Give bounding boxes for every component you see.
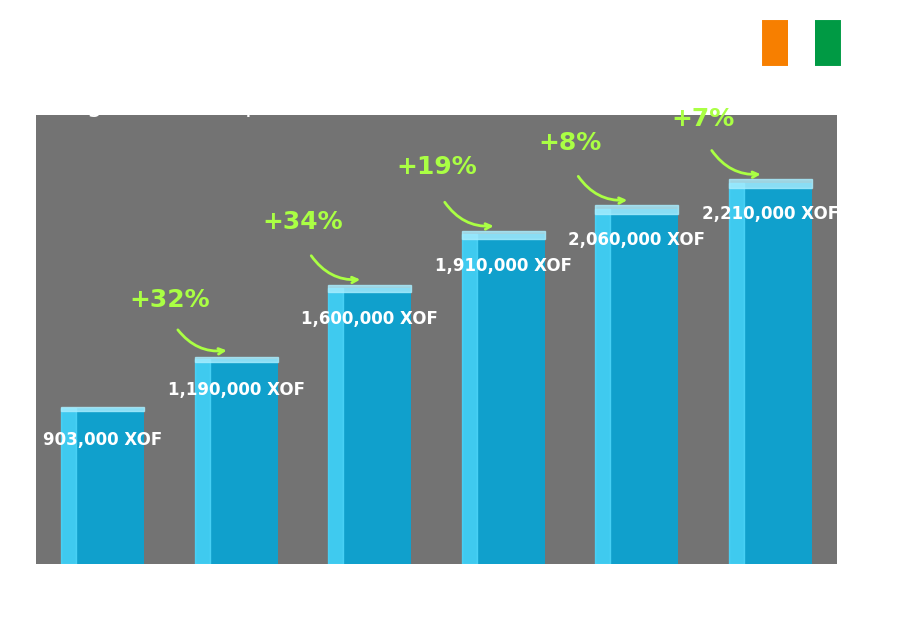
Text: +34%: +34% <box>263 210 343 235</box>
Text: Salary Comparison By Experience: Salary Comparison By Experience <box>45 45 779 83</box>
Bar <box>729 183 743 564</box>
Bar <box>462 235 477 564</box>
Bar <box>195 359 277 564</box>
Bar <box>328 288 343 564</box>
Text: +7%: +7% <box>672 107 735 131</box>
Bar <box>729 183 812 564</box>
Bar <box>328 288 411 564</box>
Text: Surgeon - Orthopedic: Surgeon - Orthopedic <box>45 93 313 117</box>
Bar <box>61 408 144 564</box>
Bar <box>729 179 812 188</box>
Text: Average Monthly Salary: Average Monthly Salary <box>866 229 880 412</box>
Bar <box>195 359 210 564</box>
Bar <box>61 408 76 564</box>
Bar <box>328 285 411 292</box>
Text: +19%: +19% <box>396 155 477 179</box>
Bar <box>462 231 544 239</box>
Text: +8%: +8% <box>538 131 601 155</box>
Text: 1,600,000 XOF: 1,600,000 XOF <box>302 310 438 328</box>
Bar <box>596 208 610 564</box>
Bar <box>195 356 277 362</box>
Bar <box>462 235 544 564</box>
Text: 2,060,000 XOF: 2,060,000 XOF <box>568 231 706 249</box>
Text: 1,190,000 XOF: 1,190,000 XOF <box>167 381 305 399</box>
Bar <box>61 406 144 411</box>
Bar <box>596 208 678 564</box>
Text: 903,000 XOF: 903,000 XOF <box>43 431 162 449</box>
Bar <box>596 205 678 214</box>
Text: 2,210,000 XOF: 2,210,000 XOF <box>702 205 839 223</box>
Text: 1,910,000 XOF: 1,910,000 XOF <box>435 257 572 275</box>
Text: salaryexplorer.com: salaryexplorer.com <box>364 610 536 628</box>
Text: +32%: +32% <box>130 288 210 312</box>
